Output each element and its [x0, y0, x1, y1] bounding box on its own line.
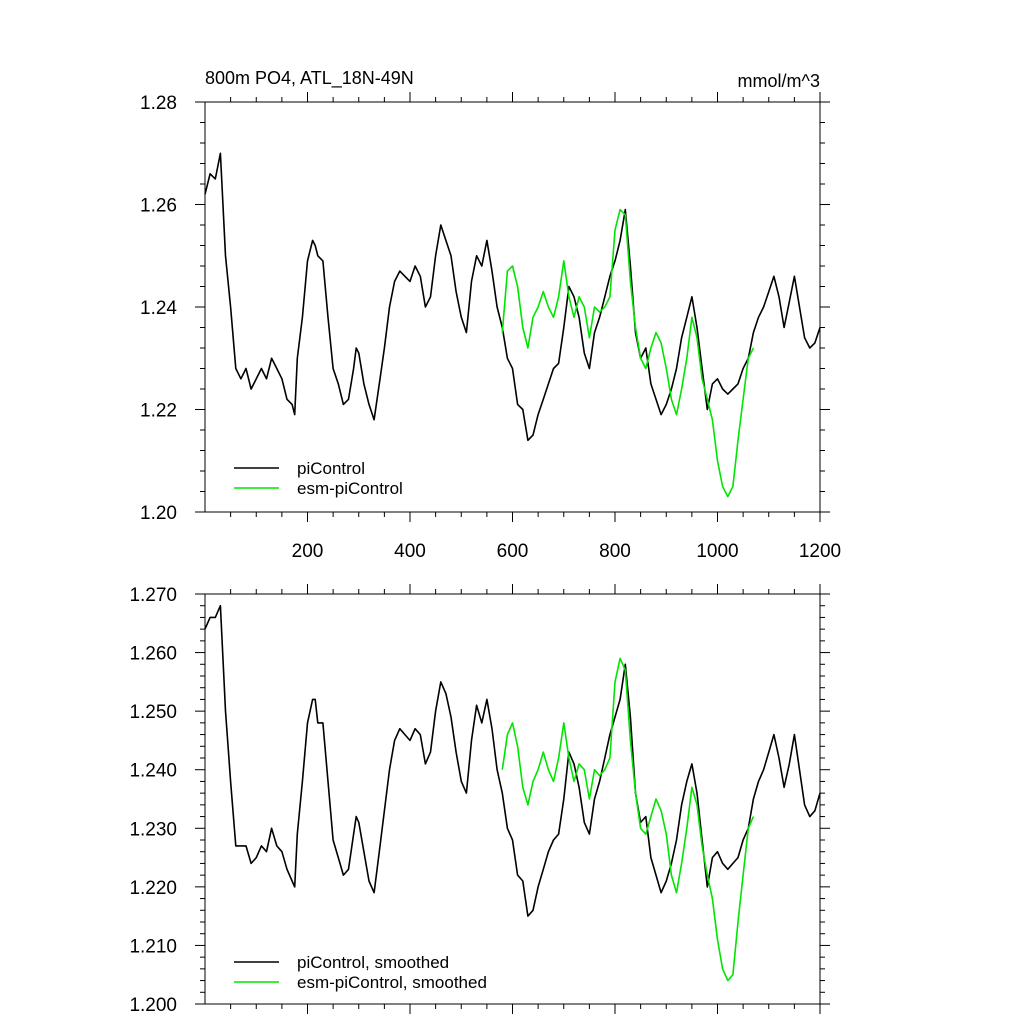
- chart-title: 800m PO4, ATL_18N-49N: [205, 68, 414, 89]
- x-tick-label: 800: [599, 541, 631, 562]
- y-tick-label: 1.250: [129, 702, 177, 723]
- units-label: mmol/m^3: [738, 71, 820, 91]
- y-tick-label: 1.20: [140, 503, 177, 524]
- y-tick-label: 1.220: [129, 878, 177, 899]
- top-panel: 800m PO4, ATL_18N-49N mmol/m^3 200 400 600…: [140, 68, 841, 562]
- x-tick-label: 600: [497, 541, 529, 562]
- y-tick-label: 1.240: [129, 761, 177, 782]
- x-tick-label: 1000: [696, 541, 738, 562]
- y-tick-label: 1.200: [129, 995, 177, 1016]
- series-line-0: [204, 152, 821, 442]
- plot-frame: [204, 101, 821, 513]
- legend-label: esm-piControl: [297, 479, 403, 498]
- y-tick-label: 1.22: [140, 401, 177, 422]
- x-tick-label: 200: [292, 541, 324, 562]
- x-tick-label: 1200: [799, 541, 841, 562]
- series-line-1: [501, 208, 755, 498]
- y-tick-label: 1.260: [129, 644, 177, 665]
- x-tick-label: 400: [394, 541, 426, 562]
- y-tick-label: 1.230: [129, 819, 177, 840]
- series-line-1: [501, 657, 755, 982]
- series-line-0: [204, 604, 821, 917]
- y-tick-label: 1.270: [129, 585, 177, 606]
- plot-frame: [204, 593, 821, 1005]
- legend-label: piControl: [297, 459, 365, 478]
- y-tick-label: 1.24: [140, 298, 177, 319]
- legend-label: piControl, smoothed: [297, 953, 449, 972]
- y-tick-label: 1.26: [140, 196, 177, 217]
- y-tick-label: 1.210: [129, 936, 177, 957]
- y-tick-label: 1.28: [140, 93, 177, 114]
- bottom-panel: 1.200 1.210 1.220 1.230 1.240 1.250 1.260 1.270…: [129, 584, 830, 1016]
- legend-label: esm-piControl, smoothed: [297, 973, 487, 992]
